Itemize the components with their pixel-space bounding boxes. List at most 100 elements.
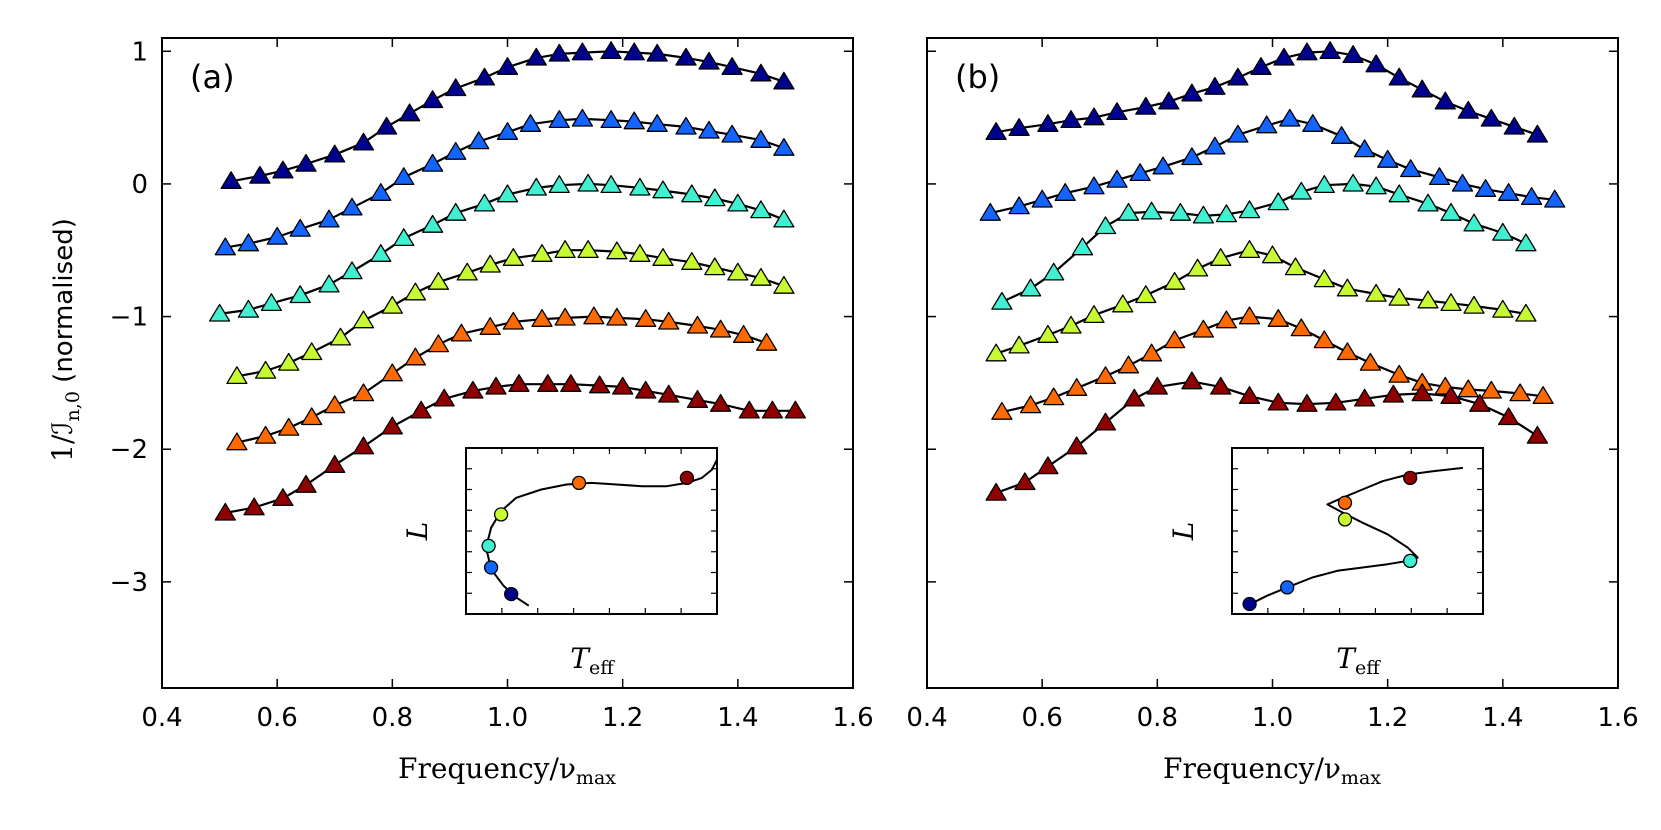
panel-a-series-2-marker	[548, 110, 570, 129]
panel-b-series-3-marker	[1313, 175, 1335, 194]
panel-a-series-4-marker	[278, 352, 300, 371]
panel-b-series-2-marker	[1008, 196, 1030, 215]
panel-b-series-5-marker	[1163, 330, 1186, 349]
panel-b-series-2-marker	[1204, 136, 1226, 155]
panel-a-series-4-marker	[404, 282, 427, 301]
panel-b-series-5-marker	[1094, 366, 1117, 385]
panel-b-series-1-marker	[1204, 76, 1226, 95]
panel-b-series-2-marker	[1083, 176, 1105, 195]
panel-b-series-4-marker	[1186, 258, 1209, 277]
panel-b-series-6	[985, 371, 1549, 501]
panel-a-series-1-marker	[220, 171, 242, 190]
panel-a-series-5-marker	[301, 407, 323, 426]
panel-b-series-3-marker	[1417, 193, 1439, 212]
panel-b-series-6-marker	[1146, 376, 1168, 395]
panel-b-series-2-marker	[1302, 114, 1324, 132]
panel-a-series-1-marker	[375, 116, 398, 135]
panel-b-series-3-marker	[1071, 237, 1094, 256]
panel-a-ytick-label: −1	[110, 303, 148, 333]
panel-a-series-5-line	[236, 315, 767, 444]
panel-a-series-1-marker	[272, 160, 294, 179]
panel-a-series-6-marker	[410, 400, 432, 419]
panel-b-inset-point	[1403, 470, 1418, 486]
panel-b-series-1-marker	[1135, 96, 1157, 115]
panel-b-series-4-marker	[1135, 285, 1157, 304]
panel-a-xtick-label: 1.2	[602, 703, 643, 733]
panel-b-series-1-marker	[1411, 79, 1433, 98]
panel-b-series-2-marker	[1054, 183, 1076, 201]
panel-b-series-5-marker	[1457, 379, 1479, 398]
panel-b-series-4-marker	[1238, 240, 1261, 259]
panel-a-series-1-marker	[324, 144, 346, 163]
panel-a-series-6-marker	[784, 400, 807, 419]
panel-a-series-4-marker	[329, 327, 352, 346]
panel-a-series-1	[220, 41, 795, 190]
panel-b-inset-point	[1280, 580, 1295, 595]
panel-a-inset-x-label: Teff	[570, 642, 615, 679]
panel-a-series-2-marker	[721, 124, 743, 143]
panel-a-series-2	[214, 108, 795, 256]
panel-a-series-2-marker	[750, 129, 772, 148]
panel-b-series-2-marker	[1031, 189, 1053, 208]
panel-a-series-4-marker	[427, 271, 450, 290]
panel-b-xtick-label: 1.6	[1597, 703, 1638, 733]
panel-b-series-1-marker	[1342, 45, 1364, 64]
panel-b-series-2-marker	[1520, 187, 1543, 205]
panel-a-series-2-marker	[370, 183, 392, 201]
panel-a-series-6-marker	[761, 400, 784, 419]
panel-a-series-4-marker	[301, 342, 323, 361]
panel-b-series-2-marker	[1474, 179, 1497, 197]
panel-b-series-3-marker	[1192, 205, 1215, 224]
panel-b-series-4-marker	[1365, 283, 1387, 302]
panel-b-series-3-marker	[1169, 202, 1192, 221]
panel-b-series-2-marker	[1106, 169, 1128, 188]
panel-b-series-5-marker	[1066, 378, 1088, 396]
panel-b-series-3-marker	[1267, 192, 1289, 211]
panel-a-series-1-marker	[525, 47, 547, 66]
panel-b-series-1	[985, 41, 1549, 143]
panel-a-series-3	[208, 173, 795, 322]
panel-a-series-6-marker	[588, 375, 611, 394]
panel-b-series-6-marker	[985, 482, 1007, 501]
panel-a-series-4-marker	[704, 257, 726, 276]
panel-a-series-6-marker	[658, 384, 680, 403]
panel-a-series-2-marker	[393, 167, 415, 186]
panel-b-series-2-marker	[1451, 173, 1474, 192]
panel-a-series-5-marker	[554, 307, 576, 326]
panel-a-series-6-marker	[462, 380, 484, 399]
panel-b-series-6-marker	[1382, 384, 1405, 403]
panel-b-series-5-line	[1001, 315, 1544, 414]
panel-a-series-1-marker	[496, 57, 519, 75]
panel-b-series-5-marker	[1267, 309, 1289, 327]
panel-a-x-axis-label: Frequency/νmax	[398, 752, 616, 789]
panel-a-series-6-marker	[295, 474, 317, 493]
panel-a: 0.4 0.6 0.8 1.0 1.2 1.4 1.6 1 0 −1 −2 −3 (a) Frequ…	[110, 37, 874, 789]
panel-a-series-6-marker	[709, 393, 732, 412]
panel-a-series-4-marker	[502, 248, 524, 266]
panel-a-series-1-marker	[571, 42, 594, 61]
panel-a-ytick-label: 1	[131, 37, 148, 67]
panel-b-series-1-marker	[1296, 42, 1318, 61]
panel-a-series-5-marker	[531, 309, 553, 327]
panel-a-ytick-label: −2	[110, 435, 148, 465]
panel-a-series-4-marker	[531, 244, 553, 262]
panel-b-series-5-marker	[1215, 310, 1238, 329]
panel-b-series-3	[991, 173, 1537, 310]
panel-a-series-3-marker	[237, 299, 260, 318]
panel-b-series-1-marker	[1181, 83, 1203, 102]
panel-b-series-2-marker	[1279, 108, 1301, 127]
panel-b-series-3-marker	[1342, 173, 1364, 192]
panel-b-inset-point	[1403, 553, 1418, 569]
panel-a-series-5-marker	[278, 417, 300, 436]
panel-b-series-2-marker	[979, 202, 1001, 221]
panel-a-series-2-marker	[675, 116, 697, 135]
panel-b-series-4-marker	[1284, 257, 1307, 276]
panel-a-series-5-marker	[635, 309, 657, 327]
panel-b-series-6-marker	[1123, 388, 1145, 407]
panel-b-series-1-marker	[1083, 107, 1105, 126]
panel-b-series-3-marker	[1515, 233, 1537, 252]
panel-a-series-1-marker	[445, 78, 467, 97]
panel-b-series-2-marker	[1256, 115, 1278, 134]
panel-a-series-1-marker	[646, 43, 668, 62]
panel-a-series-1-marker	[421, 90, 444, 109]
